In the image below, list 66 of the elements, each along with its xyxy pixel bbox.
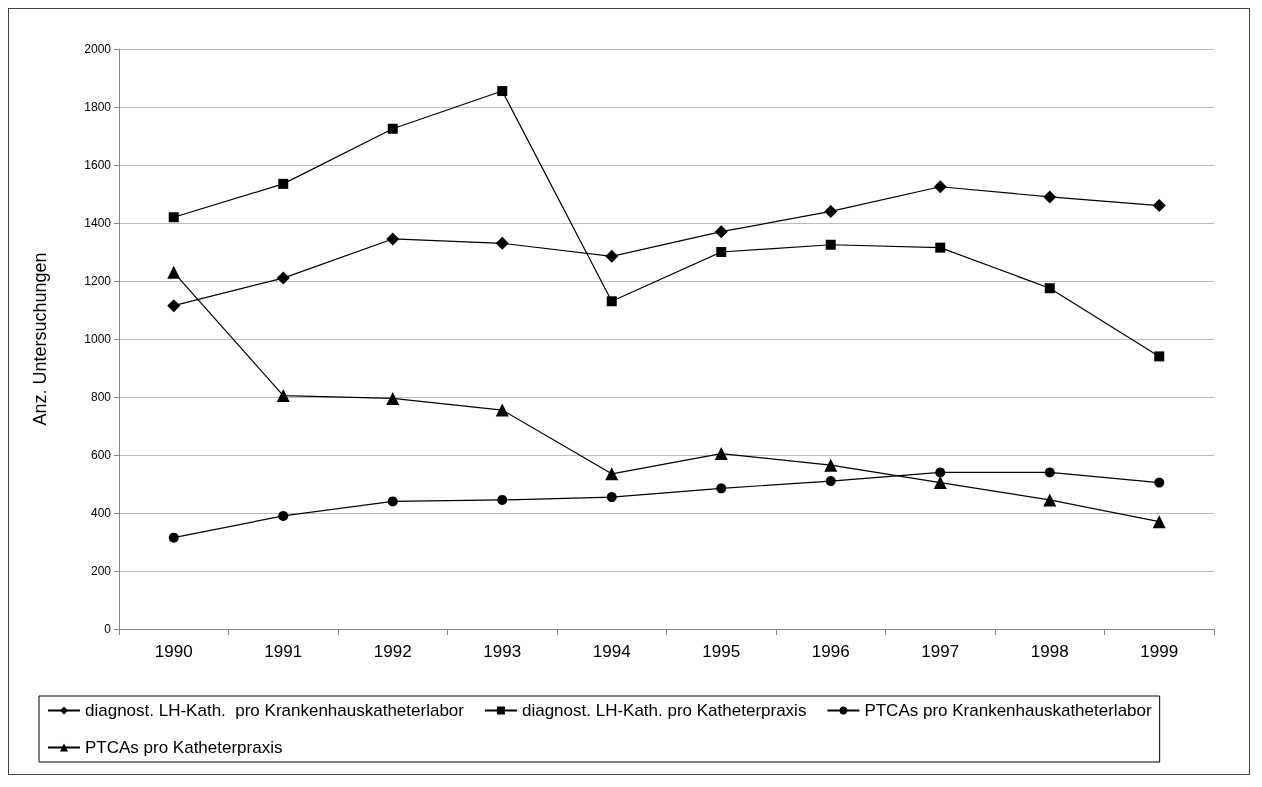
legend-label: diagnost. LH-Kath. pro Katheterpraxis: [521, 701, 807, 720]
x-tick-label: 1990: [154, 642, 193, 661]
y-tick-label: 1600: [84, 158, 112, 172]
x-tick-label: 1999: [1140, 642, 1179, 661]
point: [495, 236, 509, 250]
point: [276, 271, 290, 285]
point: [168, 212, 179, 223]
point: [495, 403, 509, 417]
point: [933, 476, 947, 490]
y-axis-title: Anz. Untersuchungen: [30, 252, 50, 426]
point: [386, 232, 400, 246]
y-tick-label: 2000: [84, 42, 112, 56]
y-tick-label: 1000: [84, 332, 112, 346]
x-tick-label: 1992: [373, 642, 412, 661]
x-tick-label: 1996: [811, 642, 850, 661]
x-tick-label: 1995: [702, 642, 741, 661]
point: [497, 86, 508, 97]
y-tick-label: 1200: [84, 274, 112, 288]
point: [714, 447, 728, 461]
point: [935, 242, 946, 253]
y-tick-label: 200: [90, 564, 112, 578]
point: [606, 492, 617, 503]
point: [1044, 467, 1055, 478]
x-tick-label: 1997: [921, 642, 960, 661]
point: [1154, 351, 1165, 362]
point: [497, 494, 508, 505]
point: [824, 204, 838, 218]
legend-label: PTCAs pro Krankenhauskatheterlabor: [864, 701, 1152, 720]
point: [1043, 190, 1057, 204]
x-tick-label: 1998: [1030, 642, 1069, 661]
point: [824, 458, 838, 472]
point: [1044, 283, 1055, 294]
point: [606, 296, 617, 307]
point: [1043, 493, 1057, 507]
point: [387, 123, 398, 134]
point: [933, 180, 947, 194]
point: [716, 247, 727, 257]
y-tick-label: 600: [90, 448, 112, 462]
point: [386, 391, 400, 405]
x-tick-label: 1991: [264, 642, 303, 661]
point: [825, 239, 836, 250]
point: [1154, 477, 1165, 488]
point: [167, 299, 181, 313]
legend-label: diagnost. LH-Kath. pro Krankenhauskatheterlabor: [85, 701, 465, 720]
point: [605, 249, 619, 263]
point: [605, 467, 619, 481]
point: [167, 265, 181, 279]
x-tick-label: 1994: [592, 642, 631, 661]
point: [1152, 199, 1166, 213]
point: [935, 467, 946, 478]
point: [1152, 515, 1166, 529]
y-tick-label: 1400: [84, 216, 112, 230]
y-tick-label: 800: [90, 390, 112, 404]
y-tick-label: 1800: [84, 100, 112, 114]
x-tick-label: 1993: [483, 642, 522, 661]
y-tick-label: 400: [90, 506, 112, 520]
point: [716, 483, 727, 494]
point: [714, 225, 728, 239]
point: [387, 496, 398, 507]
point: [168, 532, 179, 543]
point: [276, 389, 290, 403]
point: [825, 476, 836, 487]
point: [278, 510, 289, 521]
legend-label: PTCAs pro Katheterpraxis: [85, 738, 283, 757]
y-tick-label: 0: [104, 622, 112, 636]
point: [278, 178, 289, 189]
